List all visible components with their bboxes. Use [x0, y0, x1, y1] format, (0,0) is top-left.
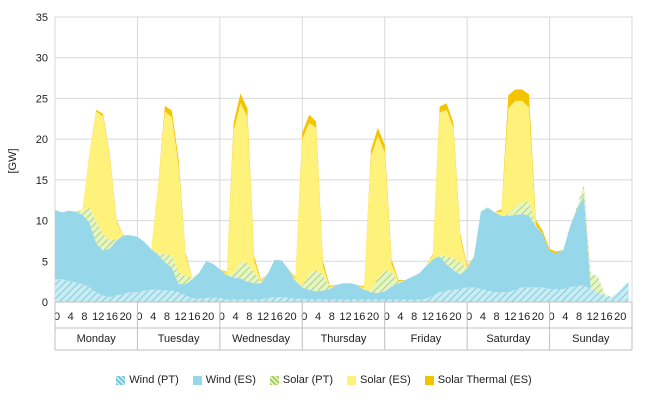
x-tick-label: 4: [150, 311, 156, 323]
y-tick-label: 10: [36, 216, 48, 228]
day-label-friday: Friday: [411, 333, 442, 345]
legend-swatch: [269, 375, 279, 385]
legend-item: Solar (PT): [269, 374, 334, 386]
legend-label: Solar (PT): [282, 374, 334, 386]
x-tick-label: 12: [504, 311, 516, 323]
legend-swatch: [347, 375, 357, 385]
x-tick-label: 8: [329, 311, 335, 323]
x-tick-label: 20: [449, 311, 461, 323]
x-tick-label: 20: [367, 311, 379, 323]
x-tick-label: 8: [164, 311, 170, 323]
area-series: [55, 89, 629, 302]
day-label-thursday: Thursday: [321, 333, 367, 345]
legend-item: Solar Thermal (ES): [424, 374, 532, 386]
x-tick-label: 20: [120, 311, 132, 323]
x-tick-label: 12: [257, 311, 269, 323]
legend: Wind (PT) Wind (ES) Solar (PT) Solar (ES) So…: [0, 374, 648, 386]
area-solar-es: [55, 100, 629, 298]
day-label-saturday: Saturday: [486, 333, 531, 345]
day-label-monday: Monday: [77, 333, 117, 345]
x-tick-label: 12: [92, 311, 104, 323]
x-tick-label: 20: [532, 311, 544, 323]
y-tick-label: 30: [36, 53, 48, 65]
y-tick-label: 15: [36, 175, 48, 187]
x-tick-label: 16: [188, 311, 200, 323]
x-tick-label: 8: [81, 311, 87, 323]
day-label-sunday: Sunday: [572, 333, 610, 345]
legend-label: Wind (ES): [205, 374, 256, 386]
legend-label: Solar Thermal (ES): [437, 374, 532, 386]
y-axis-label: [GW]: [7, 148, 19, 173]
x-tick-label: 16: [353, 311, 365, 323]
x-tick-label: 16: [271, 311, 283, 323]
area-wind-pt: [55, 279, 629, 302]
x-tick-label: 0: [384, 311, 390, 323]
x-tick-label: 8: [246, 311, 252, 323]
legend-item: Wind (ES): [192, 374, 256, 386]
x-tick-label: 20: [614, 311, 626, 323]
legend-item: Wind (PT): [116, 374, 179, 386]
x-tick-label: 8: [411, 311, 417, 323]
x-tick-label: 4: [233, 311, 239, 323]
x-tick-label: 8: [494, 311, 500, 323]
x-tick-label: 0: [136, 311, 142, 323]
x-tick-label: 0: [466, 311, 472, 323]
x-tick-label: 12: [175, 311, 187, 323]
day-label-tuesday: Tuesday: [158, 333, 200, 345]
x-tick-label: 0: [54, 311, 60, 323]
x-tick-label: 0: [549, 311, 555, 323]
x-tick-label: 4: [68, 311, 74, 323]
legend-swatch: [116, 375, 126, 385]
y-tick-label: 0: [42, 297, 48, 309]
y-tick-label: 25: [36, 93, 48, 105]
x-tick-label: 16: [106, 311, 118, 323]
legend-item: Solar (ES): [347, 374, 411, 386]
legend-swatch: [192, 375, 202, 385]
y-tick-label: 20: [36, 134, 48, 146]
x-tick-label: 4: [480, 311, 486, 323]
day-label-wednesday: Wednesday: [232, 333, 290, 345]
x-tick-label: 20: [284, 311, 296, 323]
legend-swatch: [424, 375, 434, 385]
legend-label: Wind (PT): [129, 374, 179, 386]
x-tick-label: 4: [397, 311, 403, 323]
x-tick-label: 16: [600, 311, 612, 323]
legend-label: Solar (ES): [360, 374, 411, 386]
x-tick-label: 8: [576, 311, 582, 323]
x-tick-label: 4: [562, 311, 568, 323]
x-tick-label: 4: [315, 311, 321, 323]
y-tick-label: 35: [36, 12, 48, 24]
y-tick-label: 5: [42, 256, 48, 268]
x-tick-label: 12: [422, 311, 434, 323]
x-tick-label: 20: [202, 311, 214, 323]
area-wind-es: [55, 196, 629, 300]
x-tick-label: 12: [339, 311, 351, 323]
x-tick-label: 12: [587, 311, 599, 323]
x-tick-label: 16: [436, 311, 448, 323]
x-tick-label: 16: [518, 311, 530, 323]
x-tick-label: 0: [301, 311, 307, 323]
x-tick-label: 0: [219, 311, 225, 323]
